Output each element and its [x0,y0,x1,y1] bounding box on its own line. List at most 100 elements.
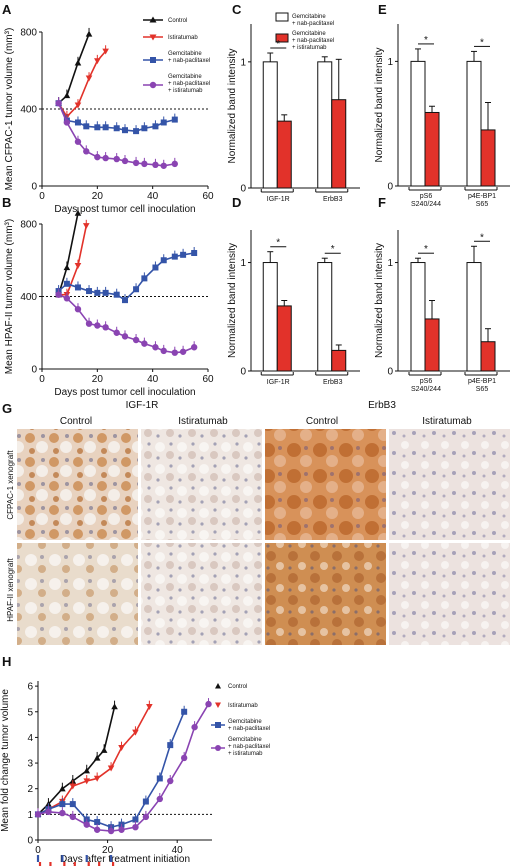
y-axis-label: Normalized band intensity [374,47,385,162]
panel-g: IGF-1R ErbB3 Control Istiratumab Control… [6,400,510,645]
category-label: IGF-1R [267,379,290,386]
significance-mark: * [276,39,280,50]
legend-bar-gem-nab-line1: Gemcitabine [292,14,326,20]
data-point [83,767,91,774]
chart-b: 0 400 800 0 20 40 60 Days post tumor cell inocu… [4,207,214,398]
ihc-row-label-cfpac: CFPAC-1 xenograft [6,450,15,520]
data-point [55,291,62,298]
category-label: ErbB3 [323,379,343,386]
data-point [160,162,167,169]
legend-gem-nab-marker [150,57,156,63]
panel-label-h: H [2,654,11,669]
data-point [63,119,71,126]
legend-h-control-label: Control [228,684,247,690]
significance-mark: * [480,232,484,243]
data-point [156,775,163,782]
y-tick-label: 0 [31,182,37,193]
y-tick-label: 800 [20,28,37,39]
x-tick-label: 0 [35,845,41,856]
data-point [86,288,93,295]
data-point [107,827,115,835]
x-axis-label: Days after treatment initiation [60,854,190,865]
bar [410,262,426,372]
data-point [100,746,108,753]
data-point [167,742,174,749]
y-axis-label: Mean CFPAC-1 tumor volume (mm³) [4,28,15,191]
y-tick-label: 800 [20,220,37,231]
legend-bar-isti-line1: Gemcitabine [292,31,326,37]
data-point [74,138,82,145]
data-point [191,250,198,256]
bar [466,262,482,372]
data-point [113,291,120,298]
legend-gem-nab-isti-line1: Gemcitabine [168,74,202,80]
category-label: p4E-BP1 [468,378,496,385]
y-tick-label: 400 [20,292,37,303]
ihc-image-cfpac-igf1r-control [17,429,138,540]
legend-gem-nab-line2: + nab-paclitaxel [168,58,210,64]
category-label-line2: S240/244 [411,386,441,393]
ihc-subheader-istiratumab-1: Istiratumab [178,416,228,427]
data-point [142,813,150,821]
x-tick-label: 60 [202,374,214,385]
data-point [93,775,101,782]
data-point [205,700,212,708]
legend-istiratumab-label: Istiratumab [168,35,198,41]
y-tick-label: 3 [27,759,33,770]
data-point [160,347,167,355]
data-point [102,289,109,296]
significance-mark: * [424,35,428,46]
data-point [180,754,188,762]
data-point [171,116,178,123]
x-tick-label: 40 [147,191,159,202]
data-point [102,154,109,162]
data-point [160,257,167,264]
y-tick-label: 0 [240,184,246,195]
data-point [121,157,129,165]
data-point [160,119,167,126]
data-point [111,703,118,710]
data-point [190,344,198,351]
legend-control-label: Control [168,18,187,24]
x-tick-label: 20 [92,374,104,385]
y-tick-label: 1 [240,258,246,269]
legend-h-gem-nab-line1: Gemcitabine [228,719,262,725]
legend-gem-nab-line1: Gemcitabine [168,51,202,57]
data-point [113,155,120,163]
data-point [94,124,101,131]
data-point [63,264,71,271]
category-label: pS6 [420,378,433,385]
significance-mark: * [424,244,428,255]
bar [262,262,278,372]
data-point [63,280,70,287]
data-point [107,765,115,772]
legend-red-bar-swatch [275,33,289,43]
data-point [141,160,148,168]
legend-tumor: Control Istiratumab Gemcitabine + nab-pa… [143,16,210,94]
data-point [74,59,82,66]
data-point [141,125,148,132]
ihc-image-cfpac-erbb3-control [265,429,386,540]
data-point [146,704,153,710]
data-point [132,729,139,736]
y-tick-label: 0 [240,367,246,378]
legend-white-bar-swatch [275,12,289,22]
data-point [94,153,101,161]
legend-bar-isti-line3: + istiratumab [292,45,327,51]
panel-label-c: C [232,2,242,17]
legend-h-gem-nab-line2: + nab-paclitaxel [228,726,270,732]
data-point [156,795,163,803]
significance-mark: * [480,37,484,48]
y-tick-label: 1 [387,258,393,269]
bar [424,111,440,187]
data-point [69,813,77,821]
legend-h-gem-nab-isti-line1: Gemcitabine [228,737,262,743]
ihc-subheader-istiratumab-2: Istiratumab [422,416,472,427]
y-tick-label: 5 [27,707,33,718]
y-tick-label: 400 [20,105,37,116]
